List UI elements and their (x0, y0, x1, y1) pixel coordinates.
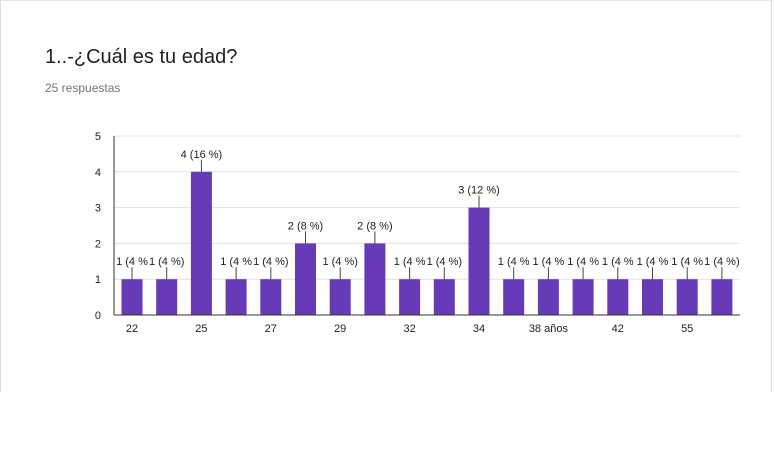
bar (156, 279, 178, 315)
bar (225, 279, 247, 315)
x-tick-label: 25 (195, 323, 207, 335)
bar (329, 279, 351, 315)
x-tick-label: 22 (126, 323, 138, 335)
data-label: 1 (4 % (394, 256, 426, 268)
bar (399, 279, 421, 315)
data-label: 1 (4 %) (322, 256, 357, 268)
bar (468, 207, 490, 315)
data-label: 1 (4 % (116, 256, 148, 268)
question-title: 1..-¿Cuál es tu edad? (45, 46, 238, 68)
data-label: 4 (16 %) (181, 149, 223, 161)
bar (503, 279, 525, 315)
bar (607, 279, 629, 315)
data-label: 1 (4 %) (704, 256, 739, 268)
x-tick-label: 29 (334, 323, 346, 335)
bar (642, 279, 663, 315)
data-label: 1 (4 % (602, 256, 634, 268)
bar (572, 279, 594, 315)
bar (260, 279, 282, 315)
bar (190, 171, 212, 315)
x-tick-label: 55 (681, 323, 693, 335)
y-tick-label: 5 (95, 131, 101, 143)
data-label: 2 (8 %) (288, 220, 323, 232)
data-label: 1 (4 %) (427, 256, 462, 268)
bar (295, 243, 316, 315)
y-tick-label: 1 (95, 274, 101, 286)
x-tick-label: 27 (265, 323, 277, 335)
data-label: 1 (4 %) (149, 256, 184, 268)
response-count: 25 respuestas (45, 81, 121, 95)
data-label: 1 (4 % (567, 256, 599, 268)
x-tick-label: 34 (473, 323, 485, 335)
x-tick-label: 32 (403, 323, 415, 335)
question-card: 1..-¿Cuál es tu edad? 25 respuestas (0, 0, 772, 392)
bar (676, 279, 698, 315)
bar (433, 279, 455, 315)
data-label: 1 (4 %) (253, 256, 288, 268)
data-label: 1 (4 % (637, 256, 669, 268)
data-label: 1 (4 % (533, 256, 565, 268)
y-tick-label: 0 (95, 310, 101, 322)
data-label: 3 (12 %) (458, 185, 500, 197)
y-tick-label: 3 (95, 203, 101, 215)
bar (711, 279, 733, 315)
data-label: 1 (4 % (671, 256, 703, 268)
x-tick-label: 38 años (529, 323, 569, 335)
bar (537, 279, 559, 315)
y-tick-label: 4 (95, 167, 101, 179)
data-label: 1 (4 % (498, 256, 530, 268)
x-tick-label: 42 (612, 323, 624, 335)
bar (121, 279, 143, 315)
data-label: 2 (8 %) (357, 220, 392, 232)
y-tick-label: 2 (95, 238, 101, 250)
data-label: 1 (4 % (220, 256, 252, 268)
bar (364, 243, 386, 315)
